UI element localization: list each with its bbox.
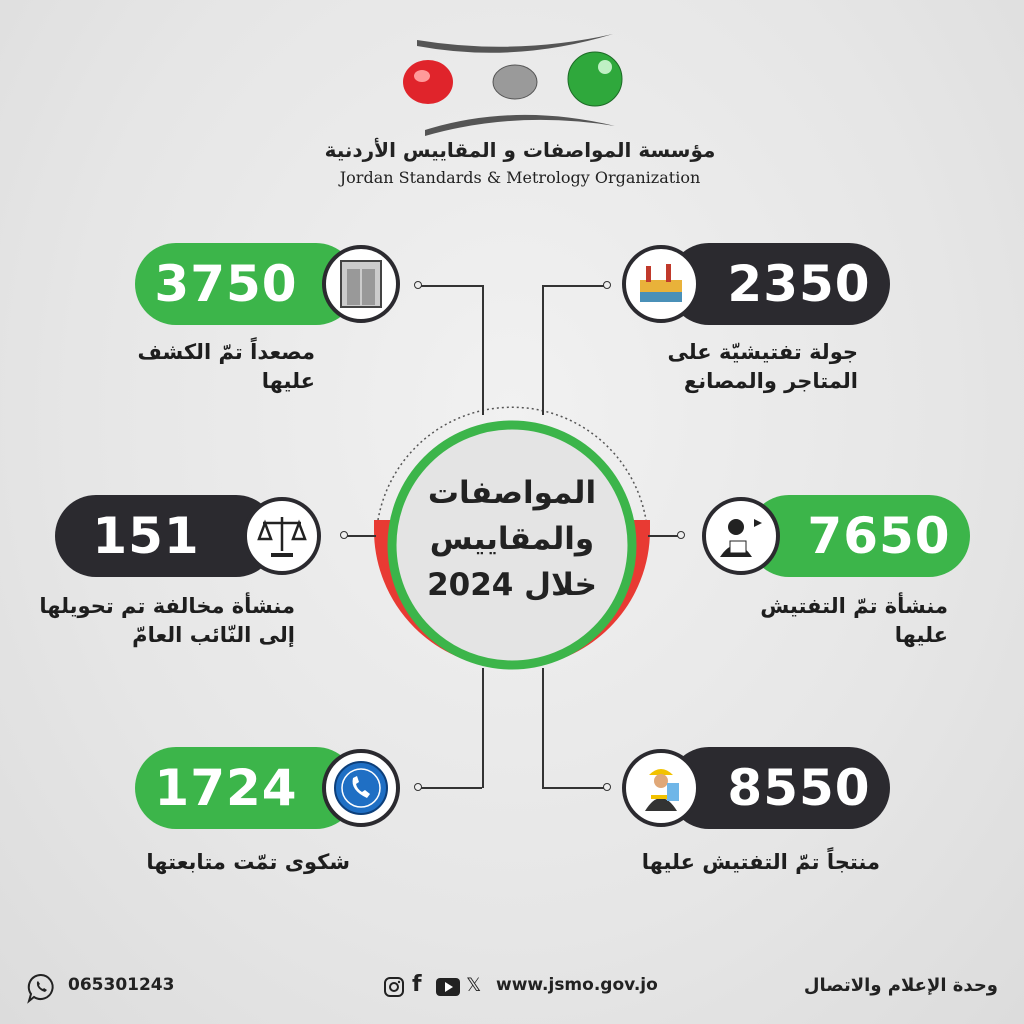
connector-line: [420, 285, 482, 287]
jsmo-logo: [403, 34, 623, 136]
connector-dot: [414, 783, 422, 791]
stat-facilities-label: منشأة تمّ التفتيش عليها: [668, 592, 948, 650]
label-line: جولة تفتيشيّة على: [667, 340, 858, 364]
label-line: المتاجر والمصانع: [683, 369, 858, 393]
label-line: منتجاً تمّ التفتيش عليها: [641, 850, 880, 874]
label-line: شكوى تمّت متابعتها: [146, 850, 350, 874]
connector-line: [482, 285, 484, 415]
connector-line: [420, 787, 482, 789]
whatsapp-icon[interactable]: [26, 972, 56, 1004]
label-line: عليها: [894, 623, 948, 647]
instagram-icon[interactable]: [383, 976, 405, 998]
x-icon[interactable]: 𝕏: [466, 974, 482, 996]
connector-line: [542, 285, 604, 287]
org-name-english: Jordan Standards & Metrology Organizatio…: [339, 168, 701, 187]
stat-facilities-value: 7650: [748, 495, 970, 577]
connector-line: [648, 535, 678, 537]
youtube-icon[interactable]: [436, 978, 460, 996]
scales-icon: [243, 497, 321, 575]
stat-complaints-value: 1724: [135, 747, 357, 829]
stat-tours-label: جولة تفتيشيّة على المتاجر والمصانع: [578, 338, 858, 396]
connector-line: [482, 668, 484, 788]
stat-complaints-label: شكوى تمّت متابعتها: [70, 848, 350, 877]
connector-line: [346, 535, 376, 537]
facebook-icon[interactable]: f: [412, 972, 422, 997]
elevator-icon: [322, 245, 400, 323]
connector-line: [542, 787, 604, 789]
center-title-line1: المواصفات: [427, 475, 597, 511]
stat-products-label: منتجاً تمّ التفتيش عليها: [600, 848, 880, 877]
stat-elevators-value: 3750: [135, 243, 357, 325]
phone-number[interactable]: 065301243: [68, 975, 175, 995]
label-line: مصعداً تمّ الكشف: [137, 340, 315, 364]
stat-referred-label: منشأة مخالفة تم تحويلها إلى النّائب العا…: [15, 592, 295, 650]
label-line: منشأة تمّ التفتيش: [760, 594, 948, 618]
website-link[interactable]: www.jsmo.gov.jo: [496, 975, 658, 995]
department-name: وحدة الإعلام والاتصال: [803, 975, 998, 996]
connector-line: [542, 285, 544, 415]
stat-products-value: 8550: [668, 747, 890, 829]
center-title-line3: خلال 2024: [427, 567, 597, 603]
connector-dot: [603, 281, 611, 289]
stat-elevators-label: مصعداً تمّ الكشف عليها: [35, 338, 315, 396]
stat-referred-value: 151: [55, 495, 277, 577]
stat-tours-value: 2350: [668, 243, 890, 325]
center-title: المواصفات والمقاييس خلال 2024: [392, 470, 632, 608]
label-line: إلى النّائب العامّ: [132, 623, 295, 647]
label-line: عليها: [261, 369, 315, 393]
factory-icon: [622, 245, 700, 323]
phone-icon: [322, 749, 400, 827]
center-title-line2: والمقاييس: [429, 521, 595, 557]
connector-dot: [414, 281, 422, 289]
connector-dot: [677, 531, 685, 539]
connector-dot: [340, 531, 348, 539]
org-name-arabic: مؤسسة المواصفات و المقاييس الأردنية: [324, 138, 716, 162]
label-line: منشأة مخالفة تم تحويلها: [39, 594, 295, 618]
connector-dot: [603, 783, 611, 791]
worker-icon: [622, 749, 700, 827]
inspector-icon: [702, 497, 780, 575]
connector-line: [542, 668, 544, 788]
center-hub: [374, 406, 650, 670]
